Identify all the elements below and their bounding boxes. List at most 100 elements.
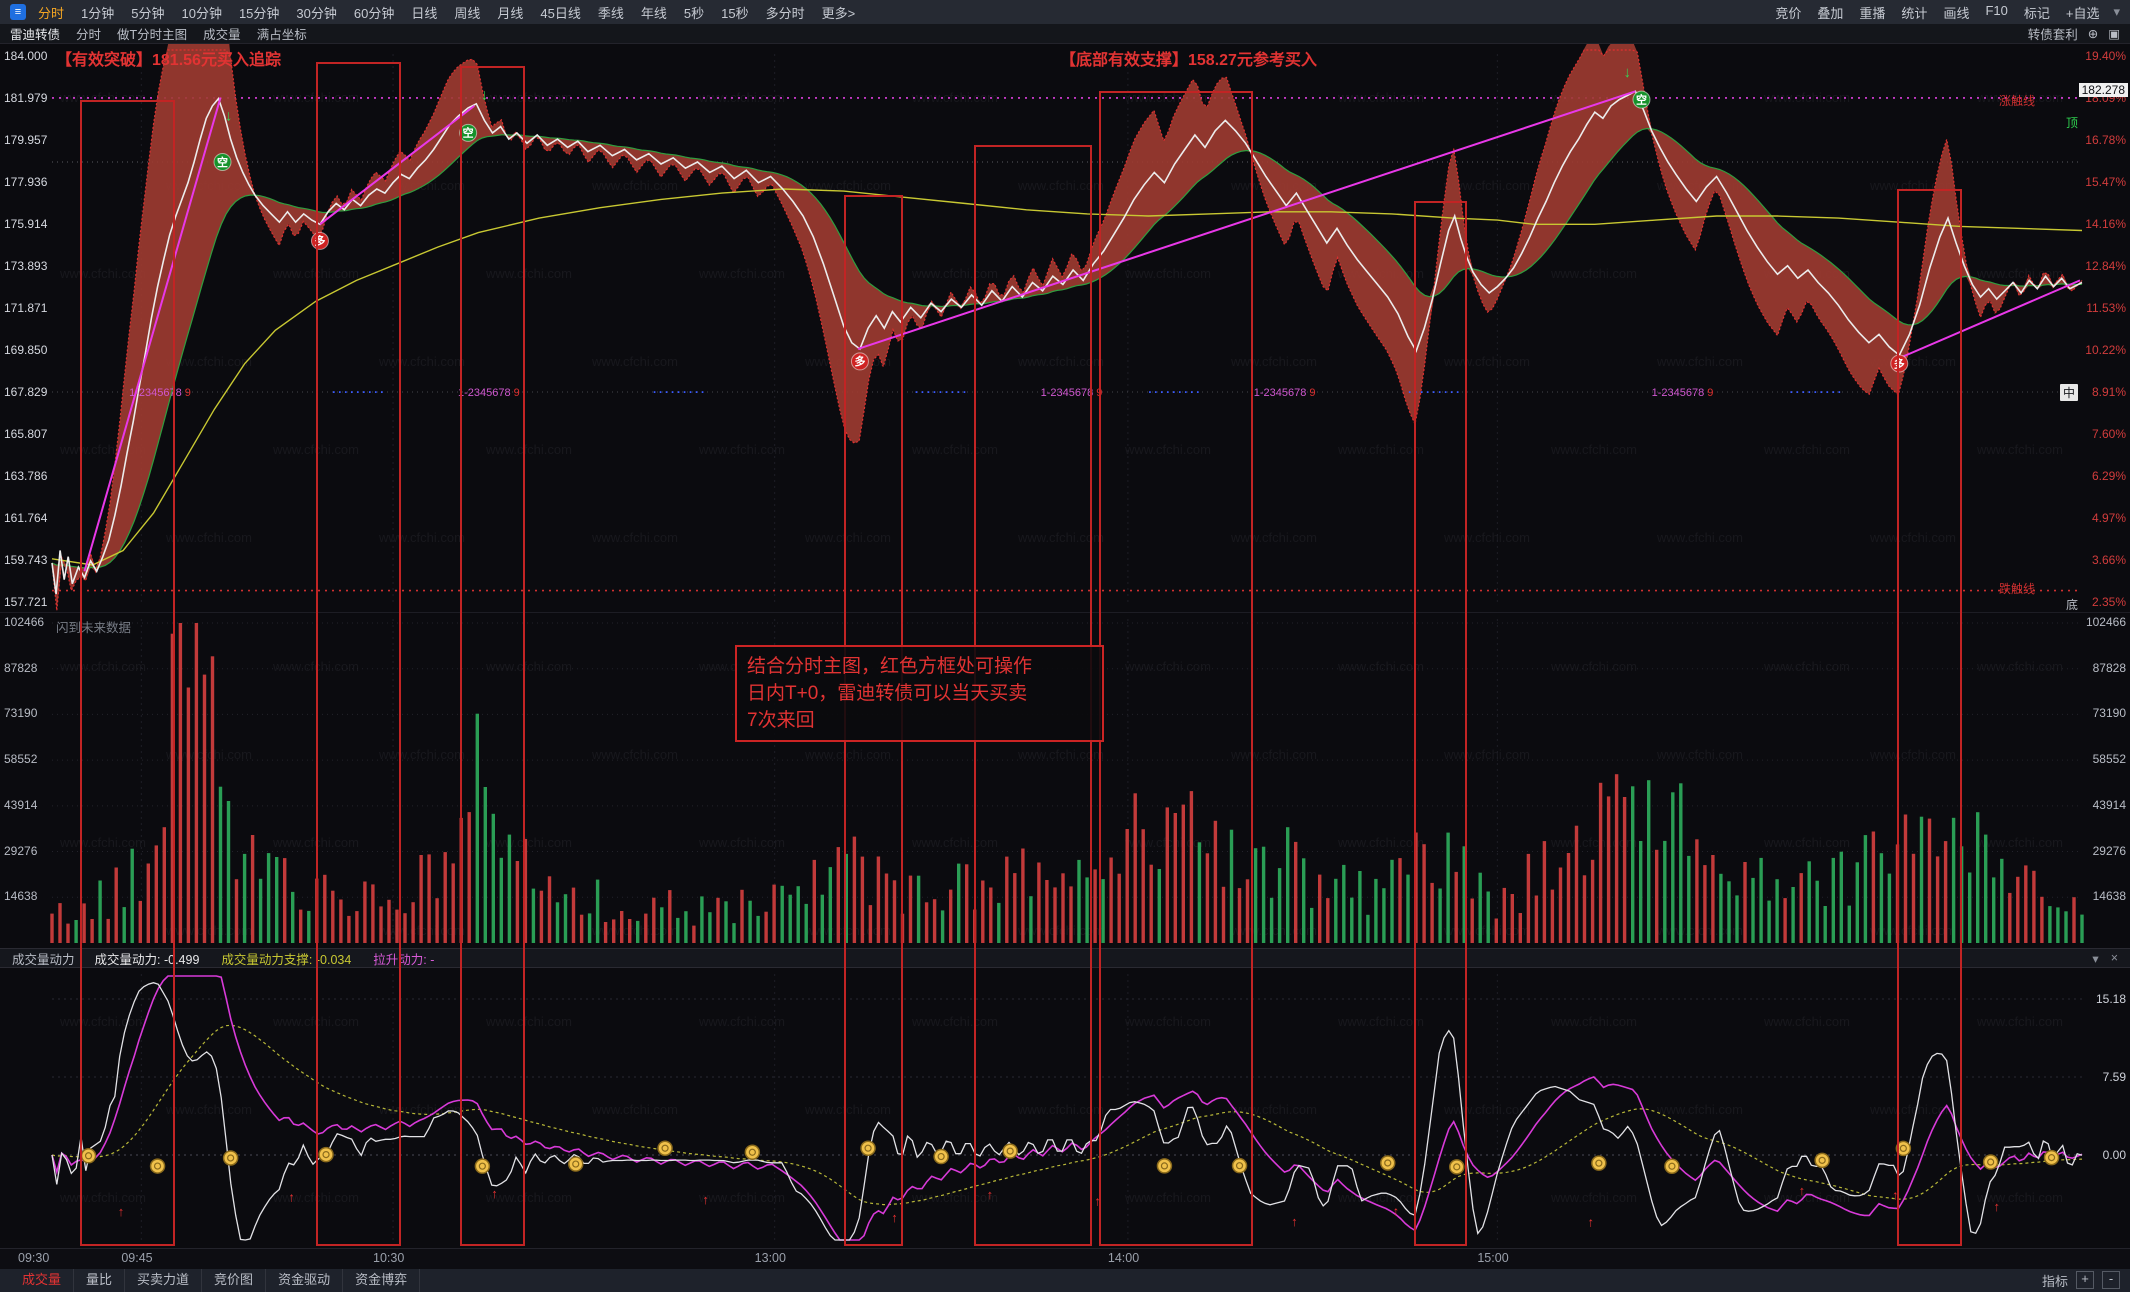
buy-arrow-icon-5: ↑ xyxy=(987,1187,994,1202)
long-signal-badge-3: 多 xyxy=(850,352,869,371)
buy-arrow-icon-2: ↑ xyxy=(491,1186,498,1201)
add-indicator-button[interactable]: + xyxy=(2076,1271,2094,1289)
period-item-11[interactable]: 季线 xyxy=(597,5,624,21)
coin-icon-11 xyxy=(1156,1158,1173,1174)
menu-action-3[interactable]: 统计 xyxy=(1901,5,1928,21)
coin-icon-20 xyxy=(2043,1149,2060,1166)
sequence-dots-2: ········· xyxy=(915,385,969,399)
indicator-field-2: 拉升动力: - xyxy=(373,952,435,967)
menu-action-0[interactable]: 竞价 xyxy=(1775,5,1802,21)
sequence-numbers-3: 1-2345678 9 xyxy=(1254,387,1316,399)
sequence-numbers-0: 1-2345678 9 xyxy=(129,387,191,399)
buy-arrow-icon-4: ↑ xyxy=(891,1210,898,1225)
price-line xyxy=(51,90,2083,595)
buy-arrow-icon-11: ↑ xyxy=(1892,1187,1899,1202)
time-label-0: 09:30 xyxy=(18,1251,50,1265)
coin-icon-10 xyxy=(1002,1143,1018,1159)
coin-icon-9 xyxy=(933,1148,949,1165)
volume-chart[interactable] xyxy=(0,613,2130,949)
bottom-tab-4[interactable]: 资金驱动 xyxy=(266,1268,344,1292)
period-item-6[interactable]: 60分钟 xyxy=(353,5,395,21)
coin-icon-2 xyxy=(222,1150,239,1166)
momentum-fast-line xyxy=(51,982,2083,1241)
coin-icon-17 xyxy=(1814,1152,1830,1169)
time-label-4: 14:00 xyxy=(1107,1251,1140,1265)
indicator-name[interactable]: 成交量动力 xyxy=(12,952,75,967)
period-item-8[interactable]: 周线 xyxy=(454,5,481,21)
coin-icon-4 xyxy=(474,1158,491,1174)
sequence-numbers-2: 1-2345678 9 xyxy=(1041,387,1103,399)
bottom-level-label: 底 xyxy=(2065,598,2078,612)
period-item-9[interactable]: 月线 xyxy=(497,5,524,21)
bottom-tab-0[interactable]: 成交量 xyxy=(10,1268,75,1292)
buy-arrow-icon-0: ↑ xyxy=(118,1204,125,1219)
period-item-4[interactable]: 15分钟 xyxy=(238,5,280,21)
indicator-values: 成交量动力: -0.499 成交量动力支撑: -0.034 拉升动力: - xyxy=(95,949,435,968)
rise-touch-line-label: 涨触线 xyxy=(1998,94,2035,108)
close-icon[interactable]: × xyxy=(2110,950,2118,965)
grid-icon[interactable]: ▣ xyxy=(2108,27,2120,41)
future-data-label[interactable]: 闪到未来数据 xyxy=(56,621,132,635)
menu-action-6[interactable]: 标记 xyxy=(2023,5,2050,21)
period-item-2[interactable]: 5分钟 xyxy=(131,5,165,21)
period-item-5[interactable]: 30分钟 xyxy=(296,5,337,21)
strategy-note-box: 结合分时主图，红色方框处可操作 日内T+0，雷迪转债可以当天买卖 7次来回 xyxy=(735,645,1104,742)
bottom-tab-3[interactable]: 竞价图 xyxy=(202,1268,267,1292)
indicator-label: 指标 xyxy=(2041,1273,2068,1289)
trend-line-3 xyxy=(1900,279,2081,359)
buy-arrow-icon-10: ↑ xyxy=(1799,1183,1806,1198)
volume-momentum-line xyxy=(51,975,2083,1241)
period-item-13[interactable]: 5秒 xyxy=(683,5,705,21)
coin-icon-12 xyxy=(1231,1157,1248,1174)
app-logo-icon[interactable]: ≡ xyxy=(10,4,26,20)
strategy-label[interactable]: 转债套利 xyxy=(2027,28,2078,42)
menu-bar: ≡ 分时 1分钟 5分钟 10分钟 15分钟 30分钟 60分钟 日线 周线 月线 45日线 季线 年线… xyxy=(0,0,2130,24)
menu-action-7[interactable]: +自选 xyxy=(2065,5,2100,21)
coin-icon-7 xyxy=(744,1144,761,1161)
bottom-tab-5[interactable]: 资金博弈 xyxy=(343,1268,421,1292)
coin-icon-3 xyxy=(318,1146,334,1163)
menu-action-5[interactable]: F10 xyxy=(1985,2,2008,18)
remove-indicator-button[interactable]: - xyxy=(2102,1271,2120,1289)
add-icon[interactable]: ⊕ xyxy=(2087,27,2099,41)
toolbar-item-0[interactable]: 分时 xyxy=(76,28,102,42)
period-item-10[interactable]: 45日线 xyxy=(540,5,581,21)
period-item-3[interactable]: 10分钟 xyxy=(181,5,222,21)
bottom-tab-1[interactable]: 量比 xyxy=(74,1268,126,1292)
momentum-indicator-chart[interactable]: ↑ ↑ ↑ ↑ ↑ ↑ ↑ ↑ ↑ ↑ ↑ ↑ ↑ xyxy=(0,968,2130,1248)
toolbar-item-3[interactable]: 满占坐标 xyxy=(256,28,307,42)
menu-action-4[interactable]: 画线 xyxy=(1943,5,1970,21)
period-item-12[interactable]: 年线 xyxy=(640,5,667,21)
buy-arrow-icon-7: ↑ xyxy=(1291,1214,1298,1229)
period-item-0[interactable]: 分时 xyxy=(38,5,65,21)
toolbar-right: 转债套利 ⊕ ▣ xyxy=(2028,24,2120,43)
short-signal-badge-2: 空 xyxy=(459,123,478,142)
menu-action-2[interactable]: 重播 xyxy=(1859,5,1886,21)
toolbar-item-2[interactable]: 成交量 xyxy=(203,28,241,42)
time-label-2: 10:30 xyxy=(373,1251,405,1265)
period-item-1[interactable]: 1分钟 xyxy=(81,5,115,21)
period-item-14[interactable]: 15秒 xyxy=(721,5,749,21)
period-item-7[interactable]: 日线 xyxy=(411,5,438,21)
collapse-icon[interactable]: ▾ xyxy=(2092,951,2099,966)
momentum-panel: www.cfchi.com www.cfchi.com www.cfchi.com w… xyxy=(0,968,2130,1248)
long-signal-badge-5: 多 xyxy=(1890,354,1909,373)
toolbar-indicator-items: 分时 做T分时主图 成交量 满占坐标 xyxy=(76,24,307,43)
svg-text:空: 空 xyxy=(463,126,474,140)
sequence-dots-3: ········· xyxy=(1148,385,1202,399)
coin-icon-15 xyxy=(1591,1155,1607,1171)
toolbar-item-1[interactable]: 做T分时主图 xyxy=(117,28,188,42)
period-item-16[interactable]: 更多> xyxy=(821,5,856,21)
indicator-field-0: 成交量动力: -0.499 xyxy=(94,952,200,967)
chevron-down-icon[interactable]: ▾ xyxy=(2113,4,2120,19)
period-item-15[interactable]: 多分时 xyxy=(765,5,805,21)
main-intraday-chart[interactable]: 1-2345678 9 1-2345678 9 1-2345678 9 1-2345678 9… xyxy=(0,44,2130,612)
symbol-name[interactable]: 雷迪转债 xyxy=(10,28,61,42)
indicator-header-controls: ▾ × xyxy=(2092,951,2118,966)
average-price-line xyxy=(51,188,2083,566)
coin-icon-6 xyxy=(657,1140,673,1156)
trend-line-1 xyxy=(319,105,475,226)
menu-action-1[interactable]: 叠加 xyxy=(1817,5,1844,21)
bottom-tab-2[interactable]: 买卖力道 xyxy=(125,1268,203,1292)
